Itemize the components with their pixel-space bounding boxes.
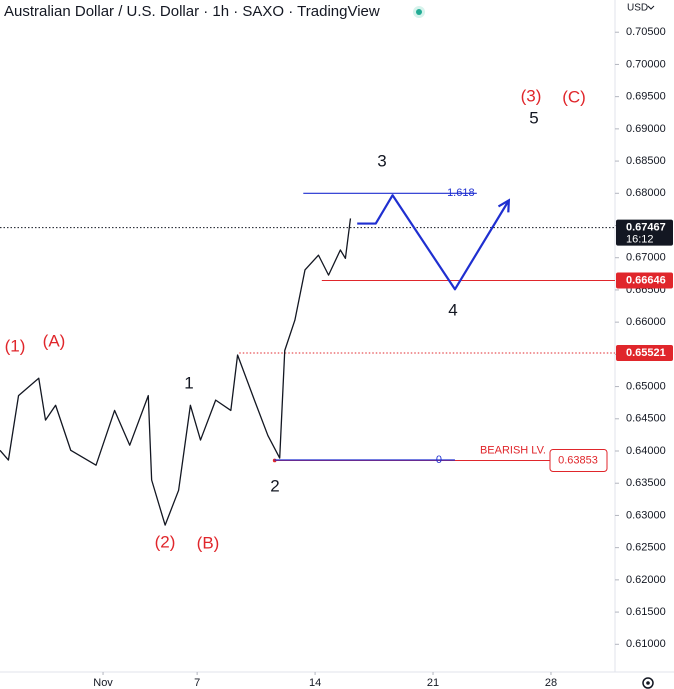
- x-tick-label: 28: [545, 677, 557, 689]
- y-tick-label: 0.68000: [626, 187, 666, 199]
- y-tick-label: 0.69000: [626, 123, 666, 135]
- y-tick-label: 0.63000: [626, 509, 666, 521]
- fib-label: 1.618: [447, 187, 475, 199]
- y-tick-label: 0.62000: [626, 574, 666, 586]
- y-tick-label: 0.64500: [626, 413, 666, 425]
- wave-label: (2): [155, 532, 176, 551]
- x-tick-label: 21: [427, 677, 439, 689]
- y-tick-label: 0.69500: [626, 91, 666, 103]
- y-tick-label: 0.62500: [626, 542, 666, 554]
- y-tick-label: 0.65000: [626, 380, 666, 392]
- price-label: 0.66646: [626, 274, 666, 286]
- chart-title: Australian Dollar / U.S. Dollar · 1h · S…: [4, 3, 380, 20]
- wave-label: 1: [184, 373, 193, 392]
- wave-label: (A): [43, 331, 66, 350]
- bearish-box: [549, 448, 608, 472]
- price-label: 0.67467: [626, 222, 666, 234]
- bearish-label: BEARISH LV.: [480, 444, 546, 456]
- price-label: 0.65521: [626, 347, 666, 359]
- settings-icon[interactable]: [642, 677, 654, 689]
- fib-label: 0: [436, 454, 442, 466]
- projection-path: [357, 194, 510, 291]
- wave-label: 2: [270, 476, 279, 495]
- wave-label: 5: [529, 108, 538, 127]
- status-dot-center: [416, 9, 422, 15]
- price-label-box: [616, 219, 673, 246]
- y-tick-label: 0.66000: [626, 316, 666, 328]
- x-tick-label: Nov: [93, 677, 113, 689]
- y-tick-label: 0.68500: [626, 155, 666, 167]
- price-label-box: [616, 272, 673, 289]
- wave-label: (C): [562, 87, 586, 106]
- y-tick-label: 0.61000: [626, 638, 666, 650]
- y-tick-label: 0.63500: [626, 477, 666, 489]
- bearish-value: 0.63853: [558, 454, 598, 466]
- x-tick-label: 7: [194, 677, 200, 689]
- price-label-box: [616, 345, 673, 362]
- wave-label: 4: [448, 300, 457, 319]
- currency: USD: [627, 3, 648, 14]
- y-tick-label: 0.61500: [626, 606, 666, 618]
- projection-arrowhead: [497, 198, 511, 213]
- y-tick-label: 0.67000: [626, 252, 666, 264]
- y-tick-label: 0.70500: [626, 26, 666, 38]
- wave-label: 3: [377, 151, 386, 170]
- wave-label: (3): [521, 86, 542, 105]
- y-tick-label: 0.70000: [626, 58, 666, 70]
- y-tick-label: 0.64000: [626, 445, 666, 457]
- wave-label: (1): [5, 336, 26, 355]
- x-tick-label: 14: [309, 677, 321, 689]
- currency-caret: [647, 5, 655, 10]
- price-label-time: 16:12: [626, 234, 654, 246]
- price-line: [0, 218, 352, 526]
- wave-label: (B): [197, 533, 220, 552]
